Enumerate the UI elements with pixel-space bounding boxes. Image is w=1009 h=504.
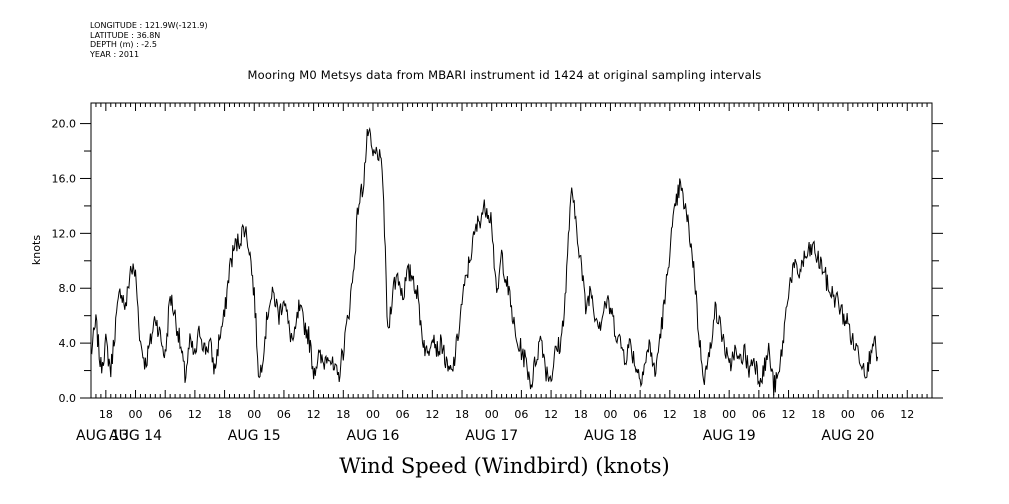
depth-label: DEPTH (m) : -2.5: [90, 40, 157, 49]
latitude-label: LATITUDE : 36.8N: [90, 30, 161, 40]
date-label: AUG 13: [76, 428, 129, 444]
x-tick-label: 06: [396, 408, 410, 421]
x-tick-label: 12: [307, 408, 321, 421]
y-tick-label: 20.0: [52, 118, 77, 131]
y-axis-label: knots: [30, 235, 43, 265]
x-tick-label: 12: [188, 408, 202, 421]
labels-layer: 0.0 4.0 8.0 12.0 16.0 20.0 18 00 06 12 18 00 06 12 18 0…: [52, 118, 915, 444]
longitude-label: LONGITUDE : 121.9W(-121.9): [90, 21, 208, 30]
x-tick-label: 06: [514, 408, 528, 421]
x-tick-label: 18: [455, 408, 469, 421]
x-tick-label: 00: [485, 408, 499, 421]
x-tick-label: 00: [129, 408, 143, 421]
x-tick-label: 18: [99, 408, 113, 421]
x-tick-label: 12: [900, 408, 914, 421]
x-tick-label: 00: [722, 408, 736, 421]
y-tick-label: 0.0: [59, 392, 77, 405]
x-tick-label: 00: [247, 408, 261, 421]
x-tick-label: 00: [366, 408, 380, 421]
year-label: YEAR : 2011: [90, 49, 140, 59]
x-tick-label: 00: [603, 408, 617, 421]
y-tick-label: 16.0: [52, 172, 77, 185]
x-tick-label: 18: [218, 408, 232, 421]
date-label: AUG 15: [228, 428, 281, 444]
x-tick-label: 18: [692, 408, 706, 421]
date-label: AUG 14: [109, 428, 162, 444]
x-tick-label: 06: [277, 408, 291, 421]
chart-title: Mooring M0 Metsys data from MBARI instru…: [247, 68, 762, 82]
ticks-layer: [80, 103, 943, 399]
y-tick-label: 8.0: [59, 282, 77, 295]
date-label: AUG 19: [703, 428, 756, 444]
x-tick-label: 12: [544, 408, 558, 421]
x-tick-label: 06: [752, 408, 766, 421]
x-tick-label: 06: [158, 408, 172, 421]
x-tick-label: 06: [871, 408, 885, 421]
x-tick-label: 18: [811, 408, 825, 421]
date-label: AUG 17: [465, 428, 518, 444]
x-tick-label: 12: [782, 408, 796, 421]
date-label: AUG 18: [584, 428, 637, 444]
x-tick-label: 12: [663, 408, 677, 421]
series-layer: [90, 126, 879, 396]
y-tick-label: 12.0: [52, 227, 77, 240]
date-label: AUG 20: [821, 428, 874, 444]
x-tick-label: 12: [425, 408, 439, 421]
series-line-wind-speed: [90, 126, 879, 396]
x-tick-label: 00: [841, 408, 855, 421]
x-tick-label: 18: [336, 408, 350, 421]
date-label: AUG 16: [347, 428, 400, 444]
x-tick-label: 18: [574, 408, 588, 421]
metadata-block: LONGITUDE : 121.9W(-121.9) LATITUDE : 36…: [90, 21, 208, 59]
y-tick-label: 4.0: [59, 337, 77, 350]
variable-title: Wind Speed (Windbird) (knots): [339, 454, 670, 478]
x-tick-label: 06: [633, 408, 647, 421]
